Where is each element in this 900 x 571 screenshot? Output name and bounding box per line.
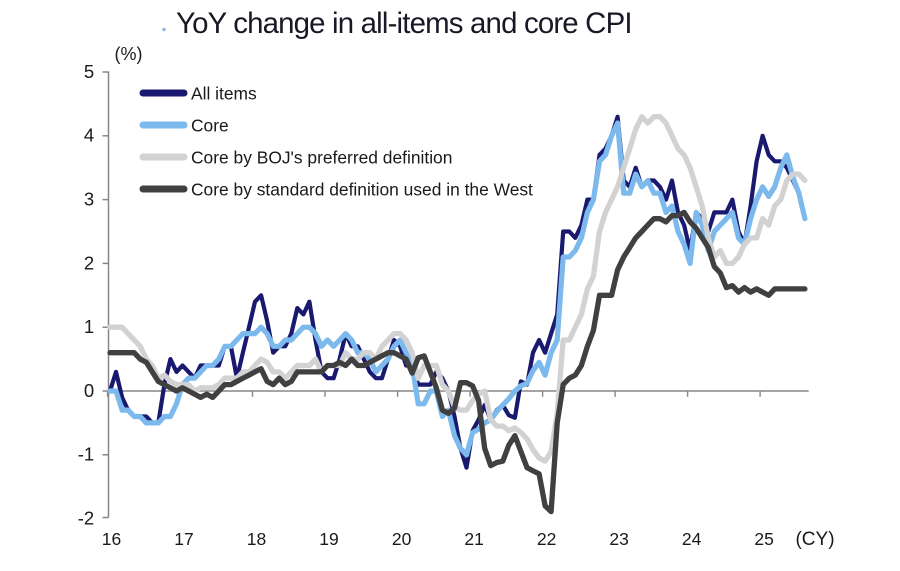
svg-text:-2: -2: [78, 508, 94, 529]
svg-text:(%): (%): [115, 44, 143, 64]
svg-text:19: 19: [319, 529, 338, 549]
svg-text:1: 1: [84, 316, 94, 337]
svg-text:24: 24: [682, 529, 702, 549]
svg-text:Core by standard definition us: Core by standard definition used in the …: [191, 180, 533, 200]
svg-text:21: 21: [464, 529, 483, 549]
svg-text:18: 18: [247, 529, 266, 549]
svg-text:-1: -1: [78, 444, 94, 465]
svg-text:17: 17: [174, 529, 193, 549]
svg-text:YoY change in all-items and co: YoY change in all-items and core CPI: [176, 7, 632, 40]
svg-text:4: 4: [84, 125, 94, 146]
svg-text:Core: Core: [191, 116, 229, 136]
svg-text:5: 5: [84, 61, 94, 82]
svg-text:(CY): (CY): [795, 529, 834, 550]
svg-text:25: 25: [754, 529, 773, 549]
svg-text:22: 22: [537, 529, 556, 549]
svg-text:3: 3: [84, 189, 94, 210]
svg-text:All items: All items: [191, 84, 257, 104]
svg-text:23: 23: [609, 529, 628, 549]
svg-text:0: 0: [84, 380, 94, 401]
svg-text:2: 2: [84, 252, 94, 273]
svg-text:20: 20: [392, 529, 412, 549]
svg-text:Core by BOJ's preferred defini: Core by BOJ's preferred definition: [191, 148, 452, 168]
svg-text:16: 16: [102, 529, 121, 549]
